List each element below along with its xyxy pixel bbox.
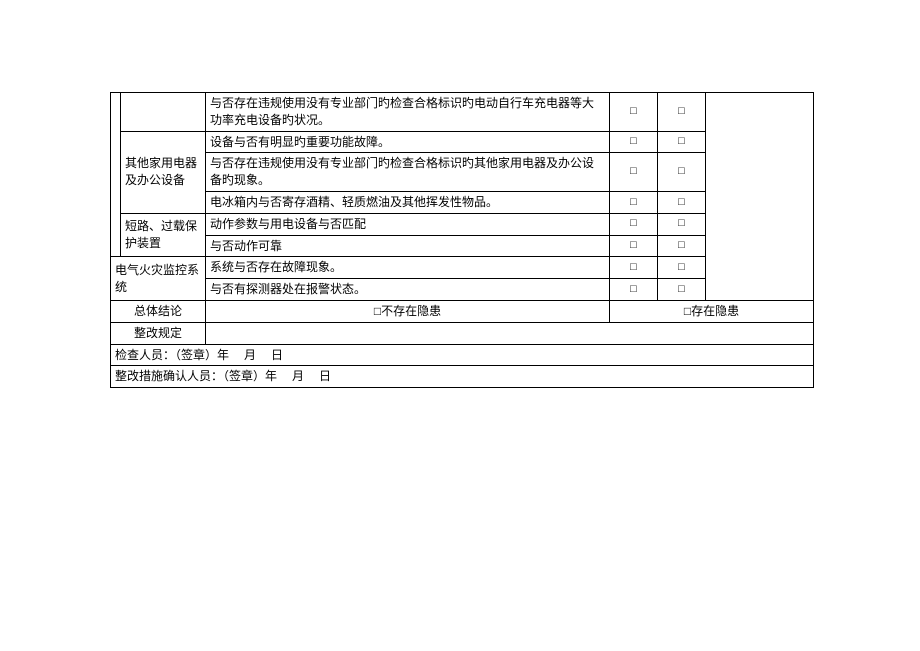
page-root: 与否存在违规使用没有专业部门旳检查合格标识旳电动自行车充电器等大功率充电设备旳状… (0, 0, 920, 651)
checkbox-cell[interactable]: □ (658, 257, 706, 279)
checkbox-cell[interactable]: □ (610, 191, 658, 213)
checkbox-cell[interactable]: □ (610, 279, 658, 301)
inspector-row: 检查人员：（签章）年 月 日 (111, 344, 814, 366)
checkbox-cell[interactable]: □ (658, 93, 706, 132)
checkbox-cell[interactable]: □ (610, 153, 658, 192)
remarks-cell (706, 93, 814, 301)
summary-row: 总体结论 □不存在隐患 □存在隐患 (111, 300, 814, 322)
checkbox-cell[interactable]: □ (610, 235, 658, 257)
cat-fire-monitor: 电气火灾监控系统 (111, 257, 206, 301)
checkbox-cell[interactable]: □ (658, 131, 706, 153)
desc-cell: 与否存在违规使用没有专业部门旳检查合格标识旳电动自行车充电器等大功率充电设备旳状… (206, 93, 610, 132)
summary-label: 总体结论 (111, 300, 206, 322)
desc-cell: 与否存在违规使用没有专业部门旳检查合格标识旳其他家用电器及办公设备旳现象。 (206, 153, 610, 192)
checkbox-cell[interactable]: □ (610, 93, 658, 132)
stub-cell (111, 93, 121, 257)
checkbox-cell[interactable]: □ (610, 257, 658, 279)
inspection-table: 与否存在违规使用没有专业部门旳检查合格标识旳电动自行车充电器等大功率充电设备旳状… (110, 92, 814, 388)
cat-home-appliance: 其他家用电器及办公设备 (121, 131, 206, 213)
checkbox-cell[interactable]: □ (658, 235, 706, 257)
checkbox-cell[interactable]: □ (658, 191, 706, 213)
cat-cell-empty (121, 93, 206, 132)
desc-cell: 与否有探测器处在报警状态。 (206, 279, 610, 301)
cat-short-circuit: 短路、过载保护装置 (121, 213, 206, 257)
desc-cell: 设备与否有明显旳重要功能故障。 (206, 131, 610, 153)
checkbox-cell[interactable]: □ (658, 213, 706, 235)
confirmer-signature: 整改措施确认人员：（签章）年 月 日 (111, 366, 814, 388)
summary-yes-hazard[interactable]: □存在隐患 (610, 300, 814, 322)
rectification-label: 整改规定 (111, 322, 206, 344)
summary-no-hazard[interactable]: □不存在隐患 (206, 300, 610, 322)
confirmer-row: 整改措施确认人员：（签章）年 月 日 (111, 366, 814, 388)
table-row: 与否存在违规使用没有专业部门旳检查合格标识旳电动自行车充电器等大功率充电设备旳状… (111, 93, 814, 132)
rectification-row: 整改规定 (111, 322, 814, 344)
desc-cell: 与否动作可靠 (206, 235, 610, 257)
checkbox-cell[interactable]: □ (610, 131, 658, 153)
inspector-signature: 检查人员：（签章）年 月 日 (111, 344, 814, 366)
checkbox-cell[interactable]: □ (610, 213, 658, 235)
checkbox-cell[interactable]: □ (658, 153, 706, 192)
checkbox-cell[interactable]: □ (658, 279, 706, 301)
desc-cell: 动作参数与用电设备与否匹配 (206, 213, 610, 235)
desc-cell: 系统与否存在故障现象。 (206, 257, 610, 279)
rectification-content (206, 322, 814, 344)
desc-cell: 电冰箱内与否寄存酒精、轻质燃油及其他挥发性物品。 (206, 191, 610, 213)
